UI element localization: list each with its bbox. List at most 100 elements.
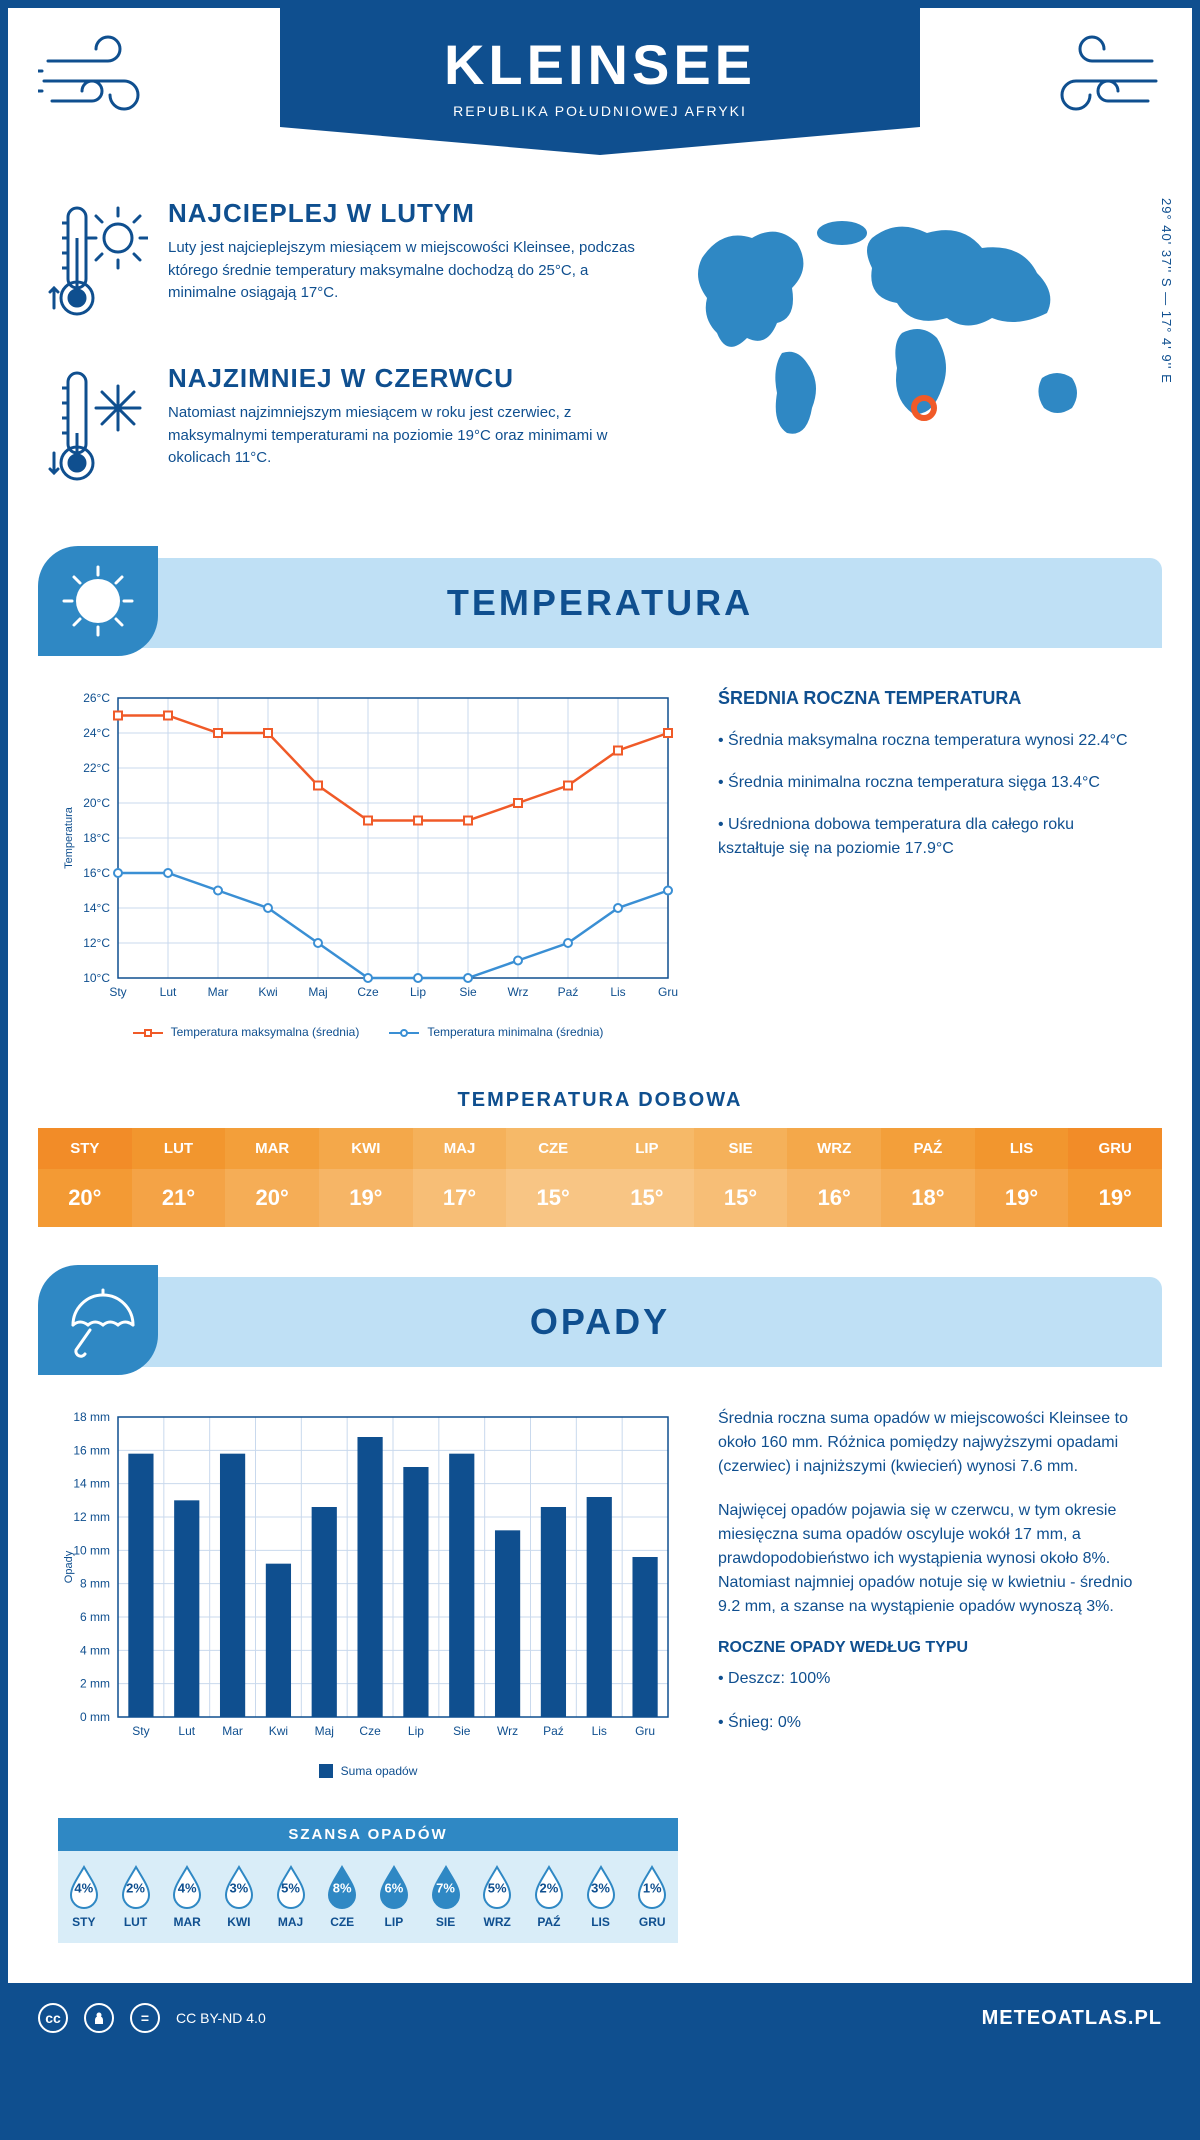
raindrop-icon: 2% xyxy=(119,1865,153,1909)
svg-text:26°C: 26°C xyxy=(83,691,110,705)
opady-snow: • Śnieg: 0% xyxy=(718,1711,1142,1735)
svg-text:Gru: Gru xyxy=(635,1724,655,1738)
section-header-temperature: TEMPERATURA xyxy=(38,558,1162,648)
umbrella-icon xyxy=(38,1265,158,1375)
fact-coldest: NAJZIMNIEJ W CZERWCU Natomiast najzimnie… xyxy=(48,363,642,498)
rain-chance-col: 2% PAŹ xyxy=(523,1865,575,1929)
rain-chance-table: SZANSA OPADÓW 4% STY 2% LUT 4% MAR 3% xyxy=(58,1818,678,1943)
section-header-opady: OPADY xyxy=(38,1277,1162,1367)
svg-text:Sie: Sie xyxy=(459,985,477,999)
opady-p1: Średnia roczna suma opadów w miejscowośc… xyxy=(718,1407,1142,1479)
daily-temp-col: LIP 15° xyxy=(600,1128,694,1227)
daily-temp-col: PAŹ 18° xyxy=(881,1128,975,1227)
by-icon xyxy=(84,2003,114,2033)
daily-temp-col: WRZ 16° xyxy=(787,1128,881,1227)
temp-summary-p1: • Średnia maksymalna roczna temperatura … xyxy=(718,729,1142,753)
svg-text:12 mm: 12 mm xyxy=(73,1510,110,1524)
svg-text:Sie: Sie xyxy=(453,1724,471,1738)
svg-text:12°C: 12°C xyxy=(83,936,110,950)
fact-hot-title: NAJCIEPLEJ W LUTYM xyxy=(168,198,642,229)
fact-hottest: NAJCIEPLEJ W LUTYM Luty jest najcieplejs… xyxy=(48,198,642,333)
daily-temp-col: CZE 15° xyxy=(506,1128,600,1227)
daily-temp-col: MAR 20° xyxy=(225,1128,319,1227)
opady-title: OPADY xyxy=(530,1301,670,1343)
svg-text:0 mm: 0 mm xyxy=(80,1710,110,1724)
sun-icon xyxy=(38,546,158,656)
svg-text:Gru: Gru xyxy=(658,985,678,999)
raindrop-icon: 7% xyxy=(429,1865,463,1909)
opady-body: 0 mm2 mm4 mm6 mm8 mm10 mm12 mm14 mm16 mm… xyxy=(8,1367,1192,1818)
svg-text:2 mm: 2 mm xyxy=(80,1677,110,1691)
raindrop-icon: 5% xyxy=(480,1865,514,1909)
svg-text:Cze: Cze xyxy=(357,985,379,999)
cc-icon: cc xyxy=(38,2003,68,2033)
legend-max: Temperatura maksymalna (średnia) xyxy=(133,1025,360,1039)
rain-chance-col: 3% KWI xyxy=(213,1865,265,1929)
svg-text:Opady: Opady xyxy=(63,1550,75,1583)
svg-text:Lip: Lip xyxy=(410,985,426,999)
raindrop-icon: 2% xyxy=(532,1865,566,1909)
svg-text:16 mm: 16 mm xyxy=(73,1443,110,1457)
coordinates: 29° 40' 37'' S — 17° 4' 9'' E xyxy=(1159,198,1174,384)
svg-text:Wrz: Wrz xyxy=(507,985,528,999)
svg-text:Paź: Paź xyxy=(543,1724,564,1738)
svg-text:6 mm: 6 mm xyxy=(80,1610,110,1624)
nd-icon: = xyxy=(130,2003,160,2033)
daily-temp-col: GRU 19° xyxy=(1068,1128,1162,1227)
svg-text:24°C: 24°C xyxy=(83,726,110,740)
temp-summary-title: ŚREDNIA ROCZNA TEMPERATURA xyxy=(718,688,1142,709)
thermometer-sun-icon xyxy=(48,198,148,333)
svg-text:16°C: 16°C xyxy=(83,866,110,880)
svg-text:Mar: Mar xyxy=(208,985,229,999)
fact-hot-body: Luty jest najcieplejszym miesiącem w mie… xyxy=(168,237,642,305)
svg-text:20°C: 20°C xyxy=(83,796,110,810)
daily-temp-col: KWI 19° xyxy=(319,1128,413,1227)
svg-text:Lut: Lut xyxy=(178,1724,195,1738)
svg-text:Lis: Lis xyxy=(610,985,625,999)
rain-chance-col: 4% MAR xyxy=(161,1865,213,1929)
rain-chance-col: 6% LIP xyxy=(368,1865,420,1929)
raindrop-icon: 4% xyxy=(170,1865,204,1909)
svg-text:Sty: Sty xyxy=(109,985,126,999)
svg-text:Maj: Maj xyxy=(308,985,327,999)
infographic-page: KLEINSEE REPUBLIKA POŁUDNIOWEJ AFRYKI NA… xyxy=(0,0,1200,2061)
rain-chance-col: 4% STY xyxy=(58,1865,110,1929)
svg-text:18 mm: 18 mm xyxy=(73,1410,110,1424)
rain-chance-col: 5% MAJ xyxy=(265,1865,317,1929)
svg-text:4 mm: 4 mm xyxy=(80,1643,110,1657)
opady-summary: Średnia roczna suma opadów w miejscowośc… xyxy=(718,1407,1142,1778)
svg-text:14 mm: 14 mm xyxy=(73,1477,110,1491)
temperature-chart: 10°C12°C14°C16°C18°C20°C22°C24°C26°CStyL… xyxy=(58,688,678,1039)
svg-text:Kwi: Kwi xyxy=(269,1724,288,1738)
opady-chart: 0 mm2 mm4 mm6 mm8 mm10 mm12 mm14 mm16 mm… xyxy=(58,1407,678,1778)
legend-opady: Suma opadów xyxy=(319,1764,418,1778)
rain-chance-col: 2% LUT xyxy=(110,1865,162,1929)
facts-row: NAJCIEPLEJ W LUTYM Luty jest najcieplejs… xyxy=(8,188,1192,558)
svg-text:Sty: Sty xyxy=(132,1724,149,1738)
footer: cc = CC BY-ND 4.0 METEOATLAS.PL xyxy=(8,1983,1192,2053)
svg-text:10 mm: 10 mm xyxy=(73,1543,110,1557)
svg-text:Lut: Lut xyxy=(160,985,177,999)
svg-text:22°C: 22°C xyxy=(83,761,110,775)
svg-text:Mar: Mar xyxy=(222,1724,243,1738)
svg-text:Cze: Cze xyxy=(359,1724,381,1738)
raindrop-icon: 8% xyxy=(325,1865,359,1909)
rain-chance-col: 8% CZE xyxy=(316,1865,368,1929)
header: KLEINSEE REPUBLIKA POŁUDNIOWEJ AFRYKI xyxy=(8,8,1192,188)
svg-text:18°C: 18°C xyxy=(83,831,110,845)
temp-summary-p3: • Uśredniona dobowa temperatura dla całe… xyxy=(718,813,1142,861)
page-subtitle: REPUBLIKA POŁUDNIOWEJ AFRYKI xyxy=(280,103,920,119)
svg-text:Temperatura: Temperatura xyxy=(63,806,75,869)
svg-text:Lip: Lip xyxy=(408,1724,424,1738)
opady-type-title: ROCZNE OPADY WEDŁUG TYPU xyxy=(718,1639,1142,1657)
thermometer-snow-icon xyxy=(48,363,148,498)
legend-min: Temperatura minimalna (średnia) xyxy=(389,1025,603,1039)
svg-text:Lis: Lis xyxy=(592,1724,607,1738)
page-title: KLEINSEE xyxy=(280,32,920,97)
daily-temp-table: STY 20° LUT 21° MAR 20° KWI 19° MAJ 17° … xyxy=(38,1128,1162,1227)
daily-temp-col: MAJ 17° xyxy=(413,1128,507,1227)
temperature-summary: ŚREDNIA ROCZNA TEMPERATURA • Średnia mak… xyxy=(718,688,1142,1039)
brand-text: METEOATLAS.PL xyxy=(982,2007,1162,2030)
wind-icon xyxy=(38,26,178,131)
raindrop-icon: 4% xyxy=(67,1865,101,1909)
